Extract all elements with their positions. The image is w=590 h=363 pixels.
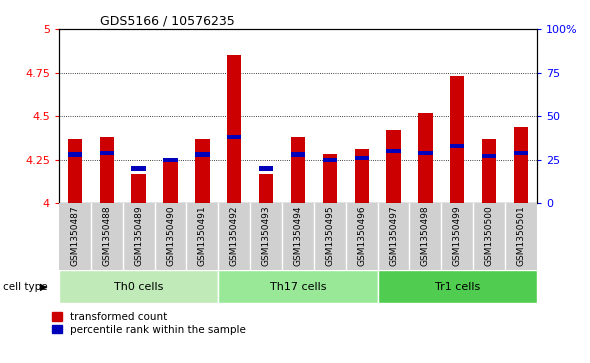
Text: GSM1350489: GSM1350489 <box>134 205 143 266</box>
Bar <box>473 203 505 270</box>
Text: Tr1 cells: Tr1 cells <box>435 282 480 292</box>
Bar <box>218 203 250 270</box>
Bar <box>291 152 305 157</box>
Text: GSM1350495: GSM1350495 <box>325 205 335 266</box>
Bar <box>123 203 155 270</box>
Bar <box>409 203 441 270</box>
Text: GSM1350501: GSM1350501 <box>516 205 526 266</box>
Bar <box>68 139 82 203</box>
Bar <box>441 203 473 270</box>
Bar <box>323 158 337 162</box>
Text: GSM1350497: GSM1350497 <box>389 205 398 266</box>
Text: GSM1350487: GSM1350487 <box>70 205 80 266</box>
Text: Th17 cells: Th17 cells <box>270 282 326 292</box>
Bar <box>163 160 178 203</box>
Bar <box>282 203 314 270</box>
Bar <box>163 158 178 162</box>
Text: GSM1350488: GSM1350488 <box>102 205 112 266</box>
Bar <box>259 174 273 203</box>
Bar <box>450 76 464 203</box>
Bar <box>386 149 401 153</box>
Bar <box>100 137 114 203</box>
Bar <box>259 166 273 171</box>
Bar <box>386 130 401 203</box>
Text: GSM1350499: GSM1350499 <box>453 205 462 266</box>
Text: GSM1350492: GSM1350492 <box>230 205 239 266</box>
Bar <box>186 203 218 270</box>
Bar <box>378 270 537 303</box>
Bar <box>505 203 537 270</box>
Text: GSM1350500: GSM1350500 <box>484 205 494 266</box>
Bar <box>68 152 82 157</box>
Text: ▶: ▶ <box>40 282 47 292</box>
Text: GSM1350498: GSM1350498 <box>421 205 430 266</box>
Bar <box>195 152 209 157</box>
Legend: transformed count, percentile rank within the sample: transformed count, percentile rank withi… <box>53 312 246 335</box>
Bar <box>291 137 305 203</box>
Bar <box>346 203 378 270</box>
Text: GDS5166 / 10576235: GDS5166 / 10576235 <box>100 14 235 27</box>
Bar <box>323 155 337 203</box>
Bar <box>218 270 378 303</box>
Text: GSM1350494: GSM1350494 <box>293 205 303 266</box>
Bar <box>155 203 186 270</box>
Bar <box>450 144 464 148</box>
Bar <box>355 156 369 160</box>
Bar <box>227 135 241 139</box>
Bar <box>378 203 409 270</box>
Bar <box>59 270 218 303</box>
Bar <box>250 203 282 270</box>
Bar <box>514 151 528 155</box>
Text: Th0 cells: Th0 cells <box>114 282 163 292</box>
Text: GSM1350491: GSM1350491 <box>198 205 207 266</box>
Bar <box>418 113 432 203</box>
Bar <box>100 151 114 155</box>
Bar <box>132 166 146 171</box>
Bar <box>355 149 369 203</box>
Bar <box>418 151 432 155</box>
Bar <box>91 203 123 270</box>
Bar <box>514 127 528 203</box>
Text: GSM1350493: GSM1350493 <box>261 205 271 266</box>
Bar <box>132 174 146 203</box>
Bar <box>195 139 209 203</box>
Bar <box>59 203 91 270</box>
Text: cell type: cell type <box>3 282 48 292</box>
Text: GSM1350496: GSM1350496 <box>357 205 366 266</box>
Text: GSM1350490: GSM1350490 <box>166 205 175 266</box>
Bar <box>482 139 496 203</box>
Bar <box>227 55 241 203</box>
Bar <box>482 154 496 158</box>
Bar <box>314 203 346 270</box>
